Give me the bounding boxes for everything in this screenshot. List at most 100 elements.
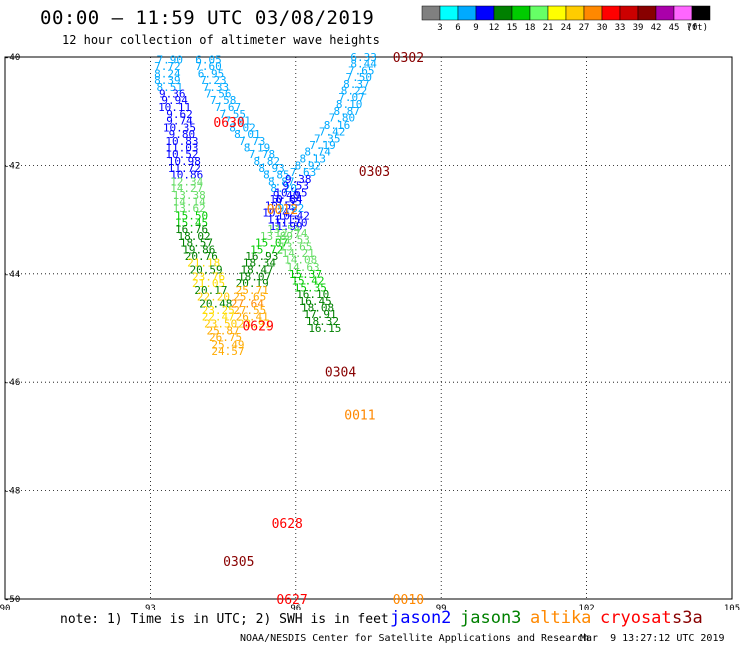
colorbar-tick: 45 <box>669 23 680 33</box>
wave-height-value: 8.22 <box>341 85 368 98</box>
colorbar-tick: 27 <box>579 23 590 33</box>
wave-height-value: 7.63 <box>290 166 317 179</box>
wave-height-value: 13.89 <box>260 230 293 243</box>
x-tick-label: 90 <box>0 604 10 610</box>
colorbar-tick: 30 <box>597 23 608 33</box>
colorbar: 3 6 9 12 15 18 21 24 27 30 33 39 42 45 70(ft) <box>421 5 711 33</box>
wave-height-value: 6.33 <box>350 51 377 64</box>
wave-height-value: 8.44 <box>350 58 377 71</box>
note-text: note: 1) Time is in UTC; 2) SWH is in fe… <box>60 612 389 627</box>
wave-height-value: 10.84 <box>270 193 303 206</box>
colorbar-tick: 3 <box>437 23 442 33</box>
wave-height-value: 17.91 <box>303 308 336 321</box>
wave-height-value: 8.93 <box>258 162 285 175</box>
wave-height-value: 20.59 <box>190 263 223 276</box>
wave-height-value: 14.63 <box>287 261 320 274</box>
wave-height-value: 7.80 <box>329 112 356 125</box>
colorbar-tick: 18 <box>525 23 536 33</box>
wave-height-value: 8.16 <box>324 119 351 132</box>
wave-height-value: 9.80 <box>169 128 196 141</box>
wave-height-value: 7.23 <box>200 74 227 87</box>
pass-time-label: 0627 <box>276 593 307 608</box>
wave-height-value: 8.85 <box>263 169 290 182</box>
wave-height-value: 25.49 <box>211 338 244 351</box>
legend-altika: altika <box>530 608 592 628</box>
wave-height-value: 9.62 <box>166 108 193 121</box>
pass-time-label: 0011 <box>344 409 375 424</box>
colorbar-tick: 6 <box>455 23 460 33</box>
wave-height-value: 7.07 <box>338 91 365 104</box>
pass-time-label: 0630 <box>213 116 244 131</box>
x-tick-label: 93 <box>145 604 156 610</box>
wave-height-value: 16.10 <box>296 288 329 301</box>
wave-height-value: 14.08 <box>284 254 317 267</box>
pass-time-label: 0303 <box>359 165 390 180</box>
plot-frame <box>4 56 733 600</box>
wave-height-value: 16.76 <box>175 223 208 236</box>
wave-height-value: 21.05 <box>192 277 225 290</box>
wave-height-value: 18.47 <box>240 263 273 276</box>
wave-height-value: 18.08 <box>301 301 334 314</box>
y-tick-labels: -40 -42 -44 -46 -48 -50 <box>4 53 20 605</box>
wave-height-value: 23.76 <box>192 271 225 284</box>
wave-height-value: 13.38 <box>173 189 206 202</box>
wave-height-value: 18.32 <box>306 315 339 328</box>
wave-height-value: 23.50 <box>204 318 237 331</box>
pass-time-label: 0304 <box>325 365 356 380</box>
map-subtitle: 12 hour collection of altimeter wave hei… <box>62 33 380 47</box>
wave-height-value: 9.38 <box>285 173 312 186</box>
wave-height-value: 18.57 <box>180 236 213 249</box>
wave-height-value: 9.82 <box>278 202 305 215</box>
wave-height-value: 7.56 <box>205 87 232 100</box>
wave-height-value: 10.42 <box>262 207 295 220</box>
wave-height-value: 7.67 <box>215 101 242 114</box>
wave-height-value: 20.17 <box>194 284 227 297</box>
wave-height-value: 9.53 <box>283 179 310 192</box>
wave-height-value: 14.27 <box>170 182 203 195</box>
wave-height-points: 7.907.728.248.398.519.369.9410.119.629.7… <box>154 51 377 358</box>
wave-height-value: 23.91 <box>238 318 271 331</box>
wave-height-value: 8.19 <box>244 142 271 155</box>
wave-height-value: 16.15 <box>308 322 341 335</box>
wave-height-value: 20.48 <box>199 298 232 311</box>
wave-height-value: 8.02 <box>229 121 256 134</box>
wave-height-value: 13.53 <box>277 234 310 247</box>
wave-height-value: 9.36 <box>159 87 186 100</box>
wave-height-value: 6.95 <box>198 67 225 80</box>
wave-height-value: 24.57 <box>211 345 244 358</box>
pass-time-label: 0012 <box>267 203 298 218</box>
wave-height-value: 8.87 <box>333 105 360 118</box>
colorbar-tick: 12 <box>489 23 500 33</box>
wave-height-value: 10.11 <box>158 101 191 114</box>
wave-height-value: 8.24 <box>154 67 181 80</box>
wave-height-value: 18.02 <box>177 230 210 243</box>
wave-height-value: 22.47 <box>202 311 235 324</box>
wave-height-value: 9.94 <box>161 94 188 107</box>
wave-height-value: 27.64 <box>231 298 264 311</box>
pass-labels: 0302 0630 0303 0012 0629 0304 0011 0628 0305 0627… <box>213 51 424 608</box>
wave-height-value: 15.42 <box>291 274 324 287</box>
x-tick-label: 102 <box>578 604 594 610</box>
wave-height-value: 13.54 <box>267 223 300 236</box>
pass-time-label: 0629 <box>242 319 273 334</box>
wave-height-value: 14.14 <box>173 196 206 209</box>
wave-height-value: 7.33 <box>203 81 230 94</box>
wave-height-value: 8.37 <box>343 78 370 91</box>
colorbar-tick: 21 <box>543 23 554 33</box>
legend-cryosat: cryosat <box>600 608 672 628</box>
wave-height-value: 7.50 <box>346 71 373 84</box>
wave-height-value: 10.83 <box>165 135 198 148</box>
wave-height-value: 11.03 <box>165 142 198 155</box>
wave-height-value: 20.19 <box>236 277 269 290</box>
colorbar-tick: 70 <box>687 23 698 33</box>
wave-height-value: 13.65 <box>279 241 312 254</box>
colorbar-unit: (ft) <box>686 23 708 33</box>
wave-height-value: 10.52 <box>165 148 198 161</box>
pass-time-label: 0010 <box>393 593 424 608</box>
wave-height-value: 7.60 <box>195 60 222 73</box>
wave-height-value: 7.35 <box>314 132 341 145</box>
wave-height-value: 16.45 <box>299 295 332 308</box>
wave-height-value: 8.82 <box>253 155 280 168</box>
x-tick-label: 96 <box>290 604 301 610</box>
wave-height-value: 12.74 <box>274 227 307 240</box>
